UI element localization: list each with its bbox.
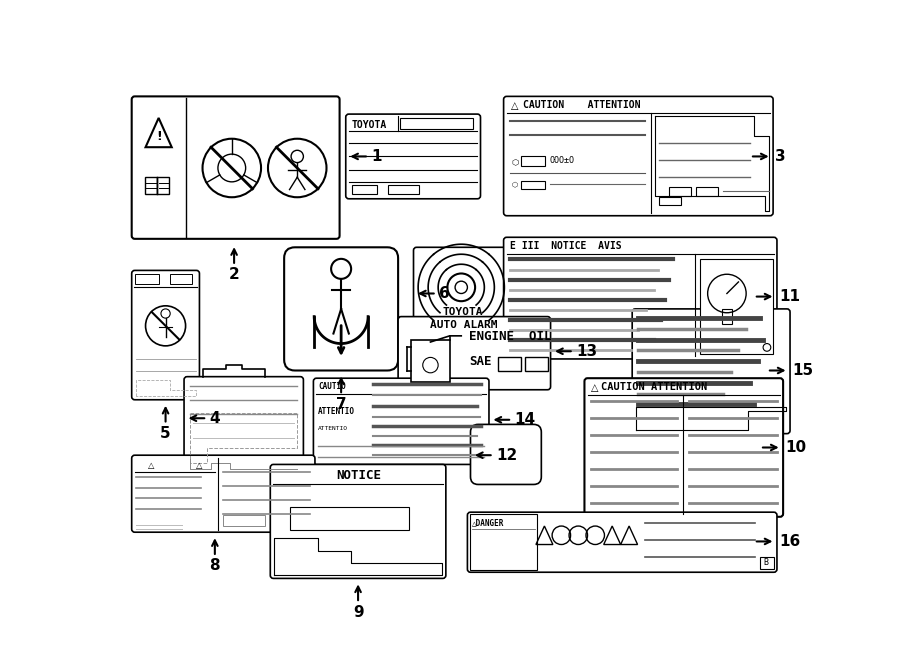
Text: !: ! — [156, 130, 161, 143]
Text: ENGINE  OIL: ENGINE OIL — [469, 330, 552, 344]
Text: B: B — [764, 558, 769, 567]
Text: CAUTION ATTENTION: CAUTION ATTENTION — [601, 382, 707, 392]
FancyBboxPatch shape — [632, 309, 790, 434]
Bar — [352, 185, 376, 194]
Text: TOYOTA: TOYOTA — [443, 307, 483, 317]
FancyBboxPatch shape — [313, 378, 489, 465]
Bar — [388, 185, 418, 194]
Bar — [470, 514, 537, 570]
Text: ⬡: ⬡ — [511, 158, 518, 167]
Text: △: △ — [511, 101, 518, 111]
Text: 8: 8 — [210, 558, 220, 573]
Text: 3: 3 — [776, 149, 786, 164]
Bar — [520, 156, 545, 166]
Bar — [499, 357, 521, 371]
Bar — [411, 340, 450, 382]
Text: TOYOTA: TOYOTA — [352, 120, 387, 130]
Text: E III  NOTICE  AVIS: E III NOTICE AVIS — [509, 241, 621, 251]
Bar — [170, 274, 192, 284]
Bar — [526, 357, 548, 371]
FancyBboxPatch shape — [504, 97, 773, 216]
Text: ⬡: ⬡ — [511, 181, 517, 187]
Text: △DANGER: △DANGER — [472, 518, 504, 528]
FancyBboxPatch shape — [131, 455, 315, 532]
FancyBboxPatch shape — [184, 377, 303, 475]
Bar — [400, 118, 473, 128]
Bar — [290, 507, 409, 530]
FancyBboxPatch shape — [131, 97, 339, 239]
Text: 13: 13 — [576, 344, 597, 359]
Text: ATTENTIO: ATTENTIO — [318, 407, 355, 416]
FancyBboxPatch shape — [584, 378, 783, 517]
Text: SAE: SAE — [469, 355, 491, 368]
Bar — [696, 187, 717, 197]
Text: 6: 6 — [439, 286, 450, 301]
Text: NOTICE: NOTICE — [337, 469, 382, 482]
Text: △: △ — [590, 383, 598, 393]
Text: △: △ — [148, 461, 154, 471]
Text: ATTENTIO: ATTENTIO — [318, 426, 348, 431]
FancyBboxPatch shape — [471, 424, 541, 485]
Text: 9: 9 — [353, 604, 364, 620]
Text: CAUTIO: CAUTIO — [318, 382, 346, 391]
Text: AUTO ALARM: AUTO ALARM — [430, 320, 498, 330]
Text: 10: 10 — [786, 440, 806, 455]
Text: 4: 4 — [210, 410, 220, 426]
Text: OOO±O: OOO±O — [550, 156, 575, 166]
Text: CAUTION    ATTENTION: CAUTION ATTENTION — [523, 100, 641, 111]
Bar — [723, 309, 732, 324]
Text: 5: 5 — [160, 426, 171, 441]
Text: 14: 14 — [515, 412, 536, 427]
Bar — [669, 187, 690, 197]
Text: 15: 15 — [792, 363, 814, 378]
Bar — [760, 557, 774, 569]
FancyBboxPatch shape — [413, 248, 541, 344]
FancyBboxPatch shape — [504, 237, 777, 359]
FancyBboxPatch shape — [467, 512, 777, 572]
Text: 2: 2 — [229, 267, 239, 282]
FancyBboxPatch shape — [131, 270, 200, 400]
Bar — [520, 181, 545, 189]
Bar — [222, 515, 265, 526]
Text: 7: 7 — [336, 397, 346, 412]
Bar — [659, 197, 680, 205]
Bar — [135, 274, 159, 284]
FancyBboxPatch shape — [270, 465, 446, 579]
Text: 1: 1 — [371, 149, 382, 164]
Text: △: △ — [196, 461, 202, 471]
FancyBboxPatch shape — [346, 114, 481, 199]
Text: 11: 11 — [779, 289, 800, 304]
Bar — [145, 177, 158, 194]
FancyBboxPatch shape — [398, 316, 551, 390]
Bar — [158, 177, 169, 194]
Text: 16: 16 — [779, 534, 800, 549]
FancyBboxPatch shape — [284, 248, 398, 371]
Text: 12: 12 — [496, 448, 518, 463]
Bar — [700, 259, 773, 354]
